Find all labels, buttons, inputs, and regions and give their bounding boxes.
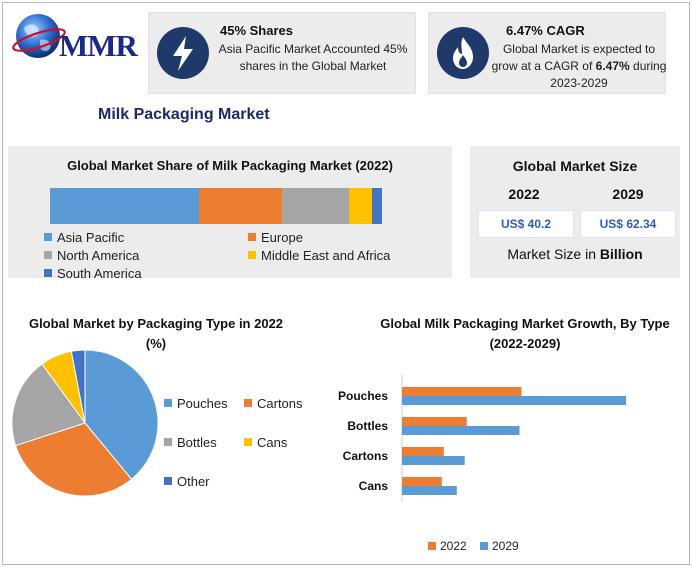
bar-cartons-2029 [402, 456, 465, 465]
legend-swatch [164, 438, 172, 446]
pie-slice-bottles [11, 363, 86, 447]
category-label-cartons: Cartons [343, 449, 389, 463]
pie-slice-other [70, 349, 86, 424]
pie-chart-title: Global Market by Packaging Type in 2022 … [28, 316, 284, 351]
chart-title: Global Market Share of Milk Packaging Ma… [67, 158, 393, 173]
growth-legend-swatch-2022 [428, 542, 436, 550]
page-title: Milk Packaging Market [98, 106, 270, 123]
pie-slice-cartons [14, 422, 133, 497]
legend-label: Cans [257, 435, 288, 450]
market-size-panel: Global Market Size 2022 2029 US$ 40.2 US… [470, 146, 680, 278]
logo: MMR [12, 10, 142, 68]
stacked-share-bar [50, 188, 382, 224]
legend-label: Middle East and Africa [261, 248, 391, 263]
growth-bar-chart: Pouches Bottles Cartons Cans 2022 2029 [338, 374, 626, 553]
pie-slice-pouches [84, 349, 159, 480]
stat-card-shares: 45% Shares Asia Pacific Market Accounted… [148, 12, 416, 94]
bar-pouches-2029 [402, 396, 626, 405]
bar-bottles-2029 [402, 426, 520, 435]
unit-bold: Billion [599, 246, 643, 262]
stat-title: 45% Shares [220, 23, 293, 38]
share-segment-middle-east-and-africa [348, 188, 373, 224]
unit-text: Market Size in [507, 246, 600, 262]
legend-label: South America [57, 266, 142, 281]
year-label-2029: 2029 [612, 186, 644, 202]
legend-label: Other [177, 474, 210, 489]
legend-swatch [244, 438, 252, 446]
legend-label: Bottles [177, 435, 217, 450]
legend-label: Pouches [177, 396, 228, 411]
market-size-value-2029: US$ 62.34 [580, 210, 676, 238]
pie-legend-item-bottles: Bottles [164, 435, 217, 450]
legend-swatch [248, 251, 256, 259]
category-label-pouches: Pouches [338, 389, 388, 403]
growth-legend-swatch-2029 [480, 542, 488, 550]
stat-body-text: during 2023-2029 [550, 59, 667, 90]
bar-cartons-2022 [402, 447, 444, 456]
legend-label: Cartons [257, 396, 303, 411]
bar-pouches-2022 [402, 387, 522, 396]
year-label-2022: 2022 [508, 186, 540, 202]
market-share-panel: Global Market Share of Milk Packaging Ma… [8, 146, 452, 281]
market-size-unit: Market Size in Billion [470, 246, 680, 262]
bar-cans-2029 [402, 486, 457, 495]
bar-cans-2022 [402, 477, 442, 486]
stat-body: Global Market is expected to grow at a C… [491, 41, 667, 92]
stat-body: Asia Pacific Market Accounted 45% shares… [218, 42, 408, 73]
lightning-icon [157, 27, 209, 79]
pie-legend-item-cans: Cans [244, 435, 287, 450]
pie-legend-item-other: Other [164, 474, 210, 489]
category-label-cans: Cans [359, 479, 389, 493]
flame-icon [437, 27, 489, 79]
legend-swatch [164, 477, 172, 485]
category-label-bottles: Bottles [347, 419, 388, 433]
share-segment-south-america [372, 188, 382, 224]
market-size-value-2022: US$ 40.2 [478, 210, 574, 238]
legend-swatch [244, 399, 252, 407]
logo-text: MMR [59, 28, 138, 63]
packaging-type-pie-chart [11, 349, 159, 497]
growth-chart-title: Global Milk Packaging Market Growth, By … [380, 316, 670, 351]
share-segment-europe [199, 188, 283, 224]
legend-swatch [164, 399, 172, 407]
share-segment-asia-pacific [50, 188, 200, 224]
globe-icon [12, 14, 66, 58]
pie-legend-item-pouches: Pouches [164, 396, 228, 411]
market-size-title: Global Market Size [512, 158, 638, 174]
stat-card-cagr: 6.47% CAGR Global Market is expected to … [428, 12, 666, 94]
legend-label: Asia Pacific [57, 230, 125, 245]
share-segment-north-america [282, 188, 349, 224]
legend-label: North America [57, 248, 140, 263]
stat-body-text: Global Market is expected to grow at a C… [491, 42, 656, 73]
legend-item-asia-pacific: Asia Pacific [44, 230, 124, 245]
pie-legend-item-cartons: Cartons [244, 396, 303, 411]
legend-item-europe: Europe [248, 230, 303, 245]
legend-label: Europe [261, 230, 303, 245]
legend-swatch [44, 251, 52, 259]
stat-title: 6.47% CAGR [506, 23, 585, 38]
stat-body-highlight: 6.47% [595, 59, 630, 73]
legend-item-middle-east-and-africa: Middle East and Africa [248, 248, 390, 263]
bar-bottles-2022 [402, 417, 467, 426]
legend-swatch [248, 233, 256, 241]
legend-swatch [44, 233, 52, 241]
growth-legend-label-2022: 2022 [440, 539, 467, 553]
legend-item-south-america: South America [44, 266, 142, 281]
legend-item-north-america: North America [44, 248, 139, 263]
growth-legend-label-2029: 2029 [492, 539, 519, 553]
legend-swatch [44, 269, 52, 277]
